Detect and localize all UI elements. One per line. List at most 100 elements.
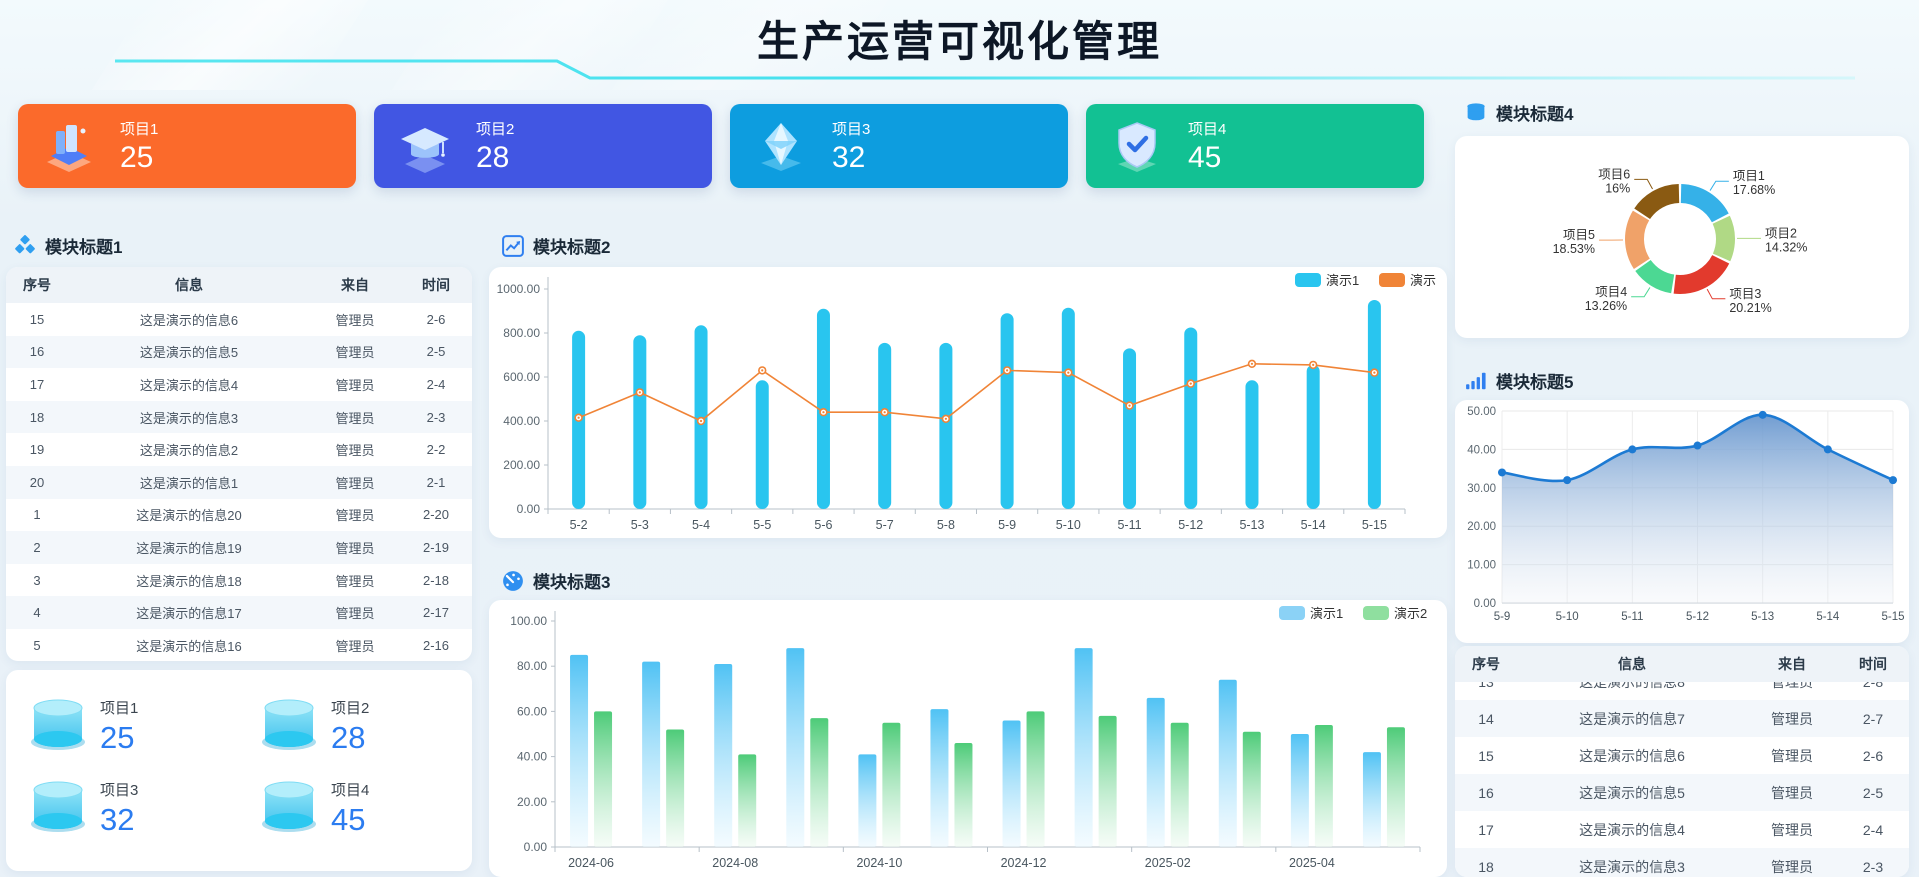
table-cell: 这是演示的信息7 (1579, 710, 1685, 727)
kpi-card-project3: 项目3 32 (730, 104, 1068, 188)
svg-text:2024-12: 2024-12 (1001, 856, 1047, 870)
table-cell: 这是演示的信息19 (136, 540, 242, 556)
cube-stack-icon (47, 125, 91, 172)
svg-text:2025-02: 2025-02 (1145, 856, 1191, 870)
table-row: 3 这是演示的信息18 管理员 2-18 (6, 564, 472, 597)
module1-table-panel: 序号 信息 来自 时间 15 这是演示的信息6 管理员 2-6 16 这是演示的信息5 管理员 2-5… (6, 267, 472, 661)
svg-text:5-5: 5-5 (753, 518, 771, 532)
table-row: 18 这是演示的信息3 管理员 2-3 (6, 400, 472, 434)
svg-text:演示: 演示 (1410, 273, 1436, 288)
table-cell: 18 (29, 409, 45, 425)
donut-slice[interactable] (1635, 259, 1675, 294)
table-cell: 这是演示的信息3 (139, 410, 239, 426)
table-cell: 这是演示的信息1 (139, 475, 239, 491)
legend-item[interactable]: 演示2 (1363, 606, 1427, 621)
table-cell: 2-3 (1862, 858, 1884, 875)
donut-slice[interactable] (1712, 215, 1735, 262)
svg-text:5-15: 5-15 (1362, 518, 1387, 532)
table-cell: 管理员 (335, 345, 375, 361)
table-cell: 16 (1478, 784, 1494, 801)
module2-chart-panel: 0.00 200.00 400.00 600.00 800.00 1000.00 5-2 5-… (489, 267, 1447, 538)
table-cell: 2-18 (422, 572, 450, 588)
table-header-row: 序号 信息 来自 时间 (6, 267, 472, 303)
module3-chart-panel: 0.00 20.00 40.00 60.00 80.00 100.00 2024-06 202… (489, 600, 1447, 877)
module5-chart-panel: 0.00 10.00 20.00 30.00 40.00 50.00 5-9 5-10 5-11… (1455, 400, 1909, 643)
kpi-card-project4: 项目4 45 (1086, 104, 1424, 188)
svg-text:演示1: 演示1 (1326, 273, 1359, 288)
svg-text:20.00: 20.00 (1467, 521, 1496, 533)
table-row: 5 这是演示的信息16 管理员 2-16 (6, 629, 472, 661)
table-row: 18 这是演示的信息3 管理员 2-3 (1455, 848, 1909, 877)
trend-chart-icon (502, 234, 524, 257)
table-cell: 2-2 (426, 442, 446, 458)
table-cell: 管理员 (1771, 747, 1813, 764)
module2-title: 模块标题2 (533, 238, 611, 257)
donut-slice[interactable] (1634, 184, 1680, 220)
svg-text:5-13: 5-13 (1239, 518, 1264, 532)
table-row: 17 这是演示的信息4 管理员 2-4 (1455, 811, 1909, 848)
stat-item-project3: 项目3 32 (28, 777, 138, 838)
legend-item[interactable]: 演示1 (1279, 606, 1343, 621)
svg-text:60.00: 60.00 (517, 704, 547, 718)
table-cell: 管理员 (335, 475, 375, 491)
page-title: 生产运营可视化管理 (756, 18, 1162, 65)
table-cell: 管理员 (335, 312, 375, 328)
table-cell: 管理员 (335, 606, 375, 622)
kpi-card-label: 项目3 (832, 121, 871, 138)
svg-text:5-2: 5-2 (570, 518, 588, 532)
table-cell: 这是演示的信息6 (1579, 747, 1685, 764)
table-row: 16 这是演示的信息5 管理员 2-5 (1455, 774, 1909, 811)
cubes-icon (15, 234, 35, 253)
svg-text:30.00: 30.00 (1467, 483, 1496, 495)
table-cell: 13 (1455, 682, 1517, 690)
svg-text:200.00: 200.00 (503, 458, 540, 472)
column-header: 序号 (23, 277, 51, 293)
table-cell: 管理员 (1747, 682, 1837, 692)
svg-text:0.00: 0.00 (1474, 598, 1496, 610)
table-cell: 2-5 (426, 344, 446, 360)
legend-item[interactable]: 演示 (1379, 273, 1436, 288)
stat-item-project1: 项目1 25 (28, 695, 138, 756)
table-cell: 这是演示的信息16 (136, 638, 242, 654)
svg-text:5-6: 5-6 (814, 518, 832, 532)
stat-label: 项目2 (331, 700, 370, 717)
legend-item[interactable]: 演示1 (1295, 273, 1359, 288)
table-cell: 这是演示的信息5 (139, 345, 239, 361)
svg-text:5-14: 5-14 (1301, 518, 1326, 532)
bar-chart-icon (1466, 372, 1486, 389)
table-cell: 17 (29, 376, 45, 392)
table-cell: 2-19 (422, 539, 450, 555)
kpi-card-project2: 项目2 28 (374, 104, 712, 188)
kpi-card-value: 45 (1188, 141, 1222, 174)
svg-text:5-13: 5-13 (1751, 611, 1774, 623)
table-row: 19 这是演示的信息2 管理员 2-2 (6, 433, 472, 466)
table-cell: 15 (1478, 747, 1494, 764)
table-row: 17 这是演示的信息4 管理员 2-4 (6, 368, 472, 401)
table-cell: 这是演示的信息17 (136, 606, 242, 622)
donut-slice[interactable] (1673, 255, 1730, 294)
donut-slice[interactable] (1680, 184, 1729, 223)
stat-value: 45 (331, 802, 366, 837)
svg-text:演示2: 演示2 (1394, 606, 1427, 621)
table-cell: 这是演示的信息3 (1579, 858, 1685, 875)
module2-header: 模块标题2 (502, 233, 610, 258)
svg-text:5-15: 5-15 (1881, 611, 1904, 623)
svg-text:10.00: 10.00 (1467, 560, 1496, 572)
table-cell: 管理员 (335, 410, 375, 426)
stat-label: 项目3 (100, 782, 139, 799)
svg-text:0.00: 0.00 (517, 502, 541, 516)
donut-slice[interactable] (1625, 210, 1650, 269)
kpi-card-value: 32 (832, 141, 866, 174)
table-cell: 管理员 (335, 377, 375, 393)
table-cell: 这是演示的信息18 (136, 573, 242, 589)
svg-text:100.00: 100.00 (510, 614, 547, 628)
cylinder-icon (259, 777, 319, 833)
column-header: 来自 (341, 277, 369, 293)
table-cell: 管理员 (335, 540, 375, 556)
table-cell: 2 (33, 539, 41, 555)
